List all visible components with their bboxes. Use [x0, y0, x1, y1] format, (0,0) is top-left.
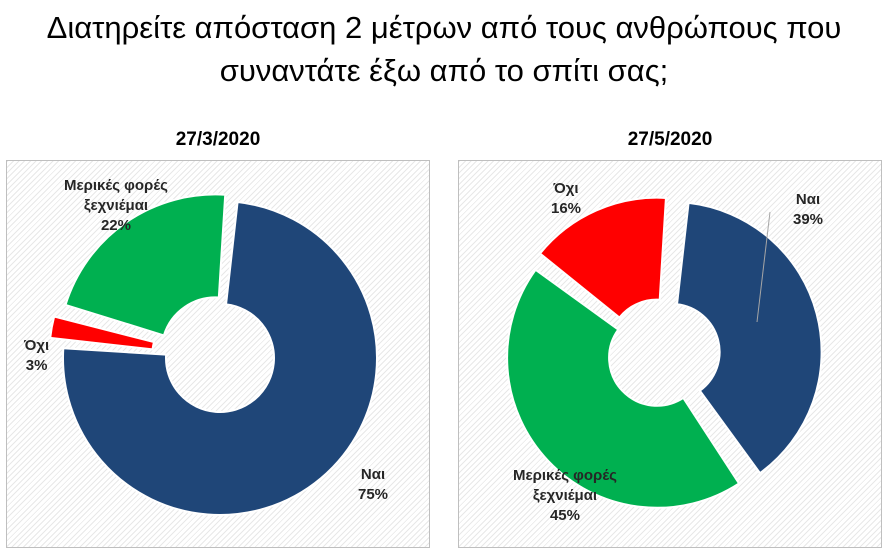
leader-line: [756, 211, 771, 323]
slice-μερικές-φορές-ξεχνιέμαι-0: [64, 193, 227, 337]
slice-value: 39%: [793, 211, 824, 228]
slice-label-ναι-1: Ναι 39%: [793, 190, 823, 230]
slice-label-όχι-0: Όχι 3%: [24, 336, 49, 376]
slice-label-text: Ναι: [360, 466, 386, 483]
main-title: Διατηρείτε απόσταση 2 μέτρων από τους αν…: [0, 6, 888, 92]
slice-label-text: Όχι: [553, 180, 579, 197]
slice-value: 22%: [100, 217, 131, 234]
chart-title-left: 27/3/2020: [175, 129, 261, 150]
slice-label-ναι-0: Ναι 75%: [358, 465, 388, 505]
slice-ναι-0: [61, 200, 378, 516]
slice-label-text: ξεχνιέμαι: [532, 487, 598, 504]
slice-label-μερικές-φορές-ξεχνιέμαι-1: Μερικές φορές ξεχνιέμαι 45%: [513, 466, 617, 526]
slice-μερικές-φορές-ξεχνιέμαι-1: [506, 268, 741, 509]
slice-label-text: ξεχνιέμαι: [83, 197, 149, 214]
slice-ναι-1: [675, 201, 823, 475]
slice-value: 16%: [551, 200, 582, 217]
main-title-line-1: Διατηρείτε απόσταση 2 μέτρων από τους αν…: [46, 10, 842, 45]
slice-value: 45%: [549, 507, 580, 524]
slice-value: 75%: [358, 486, 389, 503]
main-title-line-2: συναντάτε έξω από το σπίτι σας;: [219, 53, 669, 88]
slice-όχι-0: [49, 315, 156, 351]
slice-value: 3%: [25, 357, 48, 374]
chart-title-right: 27/5/2020: [627, 129, 713, 150]
slice-label-text: Όχι: [24, 337, 50, 354]
slice-label-μερικές-φορές-ξεχνιέμαι-0: Μερικές φορές ξεχνιέμαι 22%: [64, 176, 168, 236]
slice-label-όχι-1: Όχι 16%: [551, 179, 581, 219]
slice-label-text: Μερικές φορές: [513, 467, 617, 484]
slice-label-text: Ναι: [795, 191, 821, 208]
slice-όχι-1: [538, 196, 667, 319]
slice-label-text: Μερικές φορές: [64, 177, 168, 194]
